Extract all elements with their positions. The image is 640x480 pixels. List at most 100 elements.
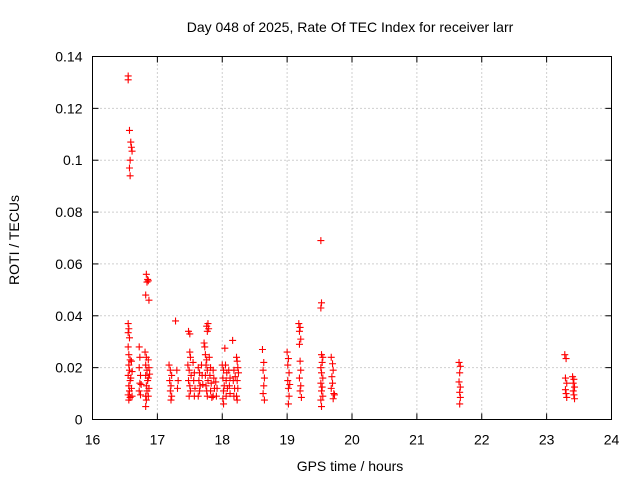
data-point [135,343,143,351]
data-point [284,355,292,363]
data-point [124,76,132,84]
data-point [168,371,176,379]
data-point [318,358,326,366]
data-point [456,369,464,377]
data-point [167,382,175,390]
data-point [286,380,294,388]
data-point [296,323,304,331]
data-point [203,392,211,400]
data-point [186,353,194,361]
data-point [146,370,154,378]
y-tick-label: 0.02 [55,360,82,376]
data-point [202,382,210,390]
data-point [127,374,135,382]
y-tick-label: 0.04 [55,308,82,324]
data-point [199,380,207,388]
data-point [233,392,241,400]
data-point [317,379,325,387]
data-point [260,382,268,390]
data-point [145,384,153,392]
data-point [260,396,268,404]
data-point [195,377,203,385]
data-point [212,392,220,400]
x-tick-label: 21 [409,432,425,448]
chart-title: Day 048 of 2025, Rate Of TEC Index for r… [187,19,514,35]
y-axis-label: ROTI / TECUs [6,195,22,285]
data-point [141,348,149,356]
data-point [233,353,241,361]
data-point [297,335,305,343]
y-axis: 0 0.02 0.04 0.06 0.08 0.1 0.12 0.14 [55,49,612,428]
data-point [208,393,216,401]
data-point [137,380,145,388]
data-point [184,361,192,369]
data-point [168,392,176,400]
y-tick-label: 0 [75,412,83,428]
x-tick-label: 23 [539,432,555,448]
data-point [125,351,133,359]
data-point [201,351,209,359]
data-point [561,351,569,359]
x-axis: 16 17 18 19 20 21 22 23 24 [85,56,619,448]
data-point [144,374,152,382]
data-point [561,386,569,394]
data-point [295,327,303,335]
data-point [284,361,292,369]
data-point [126,172,134,180]
data-point [145,364,153,372]
data-point [189,358,197,366]
data-point [127,384,135,392]
data-point [221,361,229,369]
x-axis-label: GPS time / hours [297,458,404,474]
data-point [226,390,234,398]
data-point [455,358,463,366]
data-point [125,325,133,333]
data-point [204,320,212,328]
data-point [220,387,228,395]
data-point [125,126,133,134]
data-point [144,392,152,400]
data-point [201,343,209,351]
data-point [233,396,241,404]
data-point [200,339,208,347]
data-point [233,357,241,365]
data-point [205,353,213,361]
data-point [234,369,242,377]
data-point [328,373,336,381]
data-point [127,138,135,146]
data-point [173,366,181,374]
x-tick-label: 19 [279,432,295,448]
data-point [260,358,268,366]
data-point [230,366,238,374]
x-tick-label: 16 [85,432,101,448]
data-point [126,156,134,164]
data-point [125,164,133,172]
data-point [456,400,464,408]
data-point [234,364,242,372]
data-point [297,366,305,374]
data-point [329,366,337,374]
data-point [166,366,174,374]
data-point [456,388,464,396]
data-point [127,357,135,365]
data-point [260,374,268,382]
data-point [221,344,229,352]
data-point [570,375,578,383]
data-point [203,327,211,335]
data-point [186,387,194,395]
data-point [142,403,150,411]
data-point [135,387,143,395]
data-point [319,374,327,382]
data-point [173,384,181,392]
data-point [142,270,150,278]
data-point [562,355,570,363]
data-point [234,384,242,392]
data-point [455,378,463,386]
x-tick-label: 22 [474,432,490,448]
data-point [125,396,133,404]
data-point [186,330,194,338]
y-tick-label: 0.06 [55,256,82,272]
data-point [196,387,204,395]
data-point [319,353,327,361]
data-point [285,392,293,400]
